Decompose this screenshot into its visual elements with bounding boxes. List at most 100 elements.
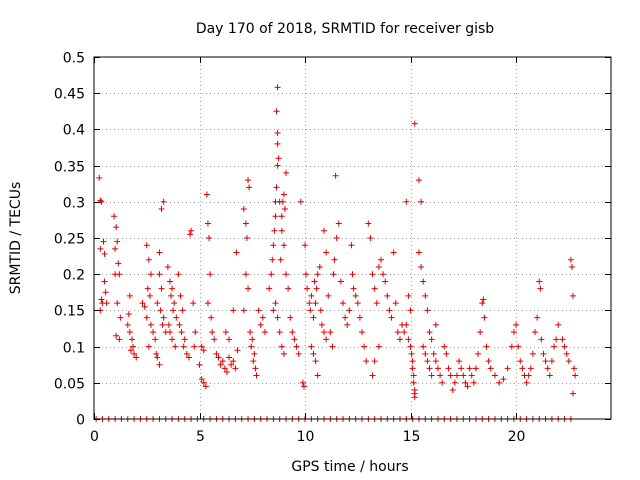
data-point <box>390 249 397 256</box>
data-point <box>192 329 199 336</box>
data-point <box>361 343 368 350</box>
data-point <box>464 383 471 390</box>
data-point <box>479 300 486 307</box>
data-point <box>130 343 137 350</box>
data-points <box>93 84 579 422</box>
data-point <box>112 271 119 278</box>
data-point <box>546 372 553 379</box>
data-point <box>275 155 282 162</box>
data-point <box>287 314 294 321</box>
data-point <box>191 343 198 350</box>
data-point <box>515 343 522 350</box>
y-tick-label: 0.25 <box>54 232 85 248</box>
data-point <box>226 354 233 361</box>
data-point <box>276 329 283 336</box>
data-point <box>532 329 539 336</box>
data-point <box>213 350 220 357</box>
data-point <box>255 307 262 314</box>
data-point <box>217 361 224 368</box>
data-point <box>291 336 298 343</box>
data-point <box>146 292 153 299</box>
data-point <box>97 245 104 252</box>
data-point <box>568 263 575 270</box>
data-point <box>100 238 107 245</box>
data-point <box>451 379 458 386</box>
data-point <box>152 336 159 343</box>
data-point <box>302 242 309 249</box>
data-point <box>278 213 285 220</box>
data-point <box>247 329 254 336</box>
data-point <box>424 307 431 314</box>
data-point <box>274 140 281 147</box>
data-point <box>173 314 180 321</box>
data-point <box>349 271 356 278</box>
data-point <box>198 343 205 350</box>
data-point <box>369 372 376 379</box>
x-tick-labels: 0 5 10 15 20 <box>90 429 525 445</box>
data-point <box>268 271 275 278</box>
axis-ticks <box>94 57 611 420</box>
data-point <box>321 227 328 234</box>
data-point <box>248 343 255 350</box>
data-point <box>124 321 131 328</box>
data-point <box>313 285 320 292</box>
data-point <box>303 271 310 278</box>
data-point <box>273 108 280 115</box>
data-point <box>228 361 235 368</box>
x-tick-label: 20 <box>508 429 526 445</box>
data-point <box>274 162 281 169</box>
data-point <box>274 130 281 137</box>
data-point <box>466 365 473 372</box>
data-point <box>447 372 454 379</box>
data-point <box>375 343 382 350</box>
data-point <box>371 285 378 292</box>
data-point <box>475 350 482 357</box>
data-point <box>250 358 257 365</box>
data-point <box>103 300 110 307</box>
data-point <box>500 376 507 383</box>
data-point <box>348 242 355 249</box>
data-point <box>300 383 307 390</box>
data-point <box>415 249 422 256</box>
data-point <box>203 191 210 198</box>
data-point <box>172 343 179 350</box>
data-point <box>274 314 281 321</box>
data-point <box>270 242 277 249</box>
data-point <box>304 285 311 292</box>
data-point <box>388 314 395 321</box>
data-point <box>168 292 175 299</box>
data-point <box>156 271 163 278</box>
data-point <box>221 365 228 372</box>
data-point <box>111 213 118 220</box>
data-point <box>251 350 258 357</box>
data-point <box>551 343 558 350</box>
data-point <box>377 256 384 263</box>
data-point <box>408 350 415 357</box>
data-point <box>116 336 123 343</box>
data-point <box>113 224 120 231</box>
data-point <box>504 365 511 372</box>
data-point <box>310 350 317 357</box>
data-point <box>233 249 240 256</box>
data-point <box>525 372 532 379</box>
data-point <box>314 271 321 278</box>
data-point <box>424 358 431 365</box>
data-point <box>570 292 577 299</box>
data-point <box>510 329 517 336</box>
data-point <box>297 198 304 205</box>
data-point <box>223 368 230 375</box>
data-point <box>164 263 171 270</box>
data-point <box>570 390 577 397</box>
data-point <box>131 350 138 357</box>
data-point <box>169 336 176 343</box>
data-point <box>373 300 380 307</box>
data-point <box>259 314 266 321</box>
data-point <box>211 336 218 343</box>
data-point <box>346 307 353 314</box>
data-point <box>306 300 313 307</box>
y-tick-label: 0.45 <box>54 87 85 103</box>
data-point <box>407 307 414 314</box>
data-point <box>183 350 190 357</box>
data-point <box>279 198 286 205</box>
data-point <box>234 347 241 354</box>
